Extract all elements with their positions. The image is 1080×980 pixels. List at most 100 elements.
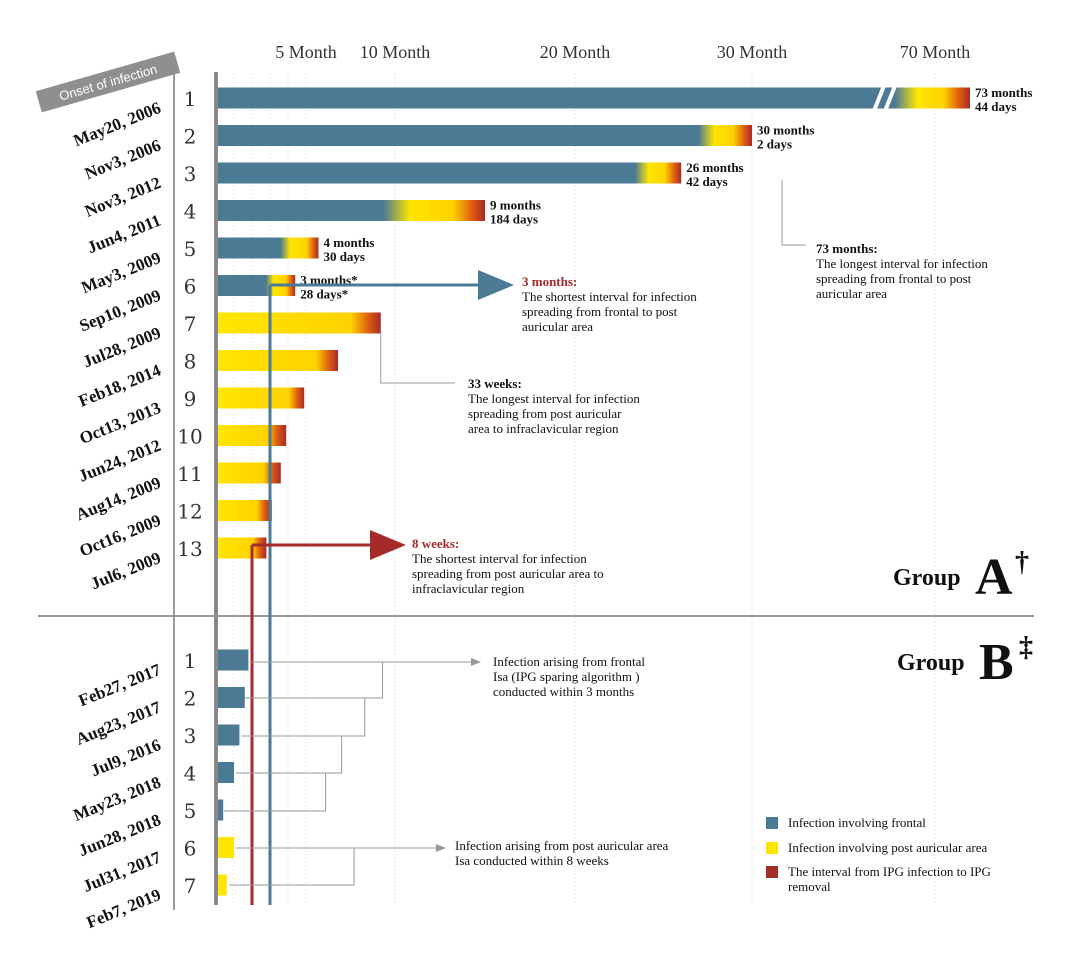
annotation-longest-auricular: 33 weeks:The longest interval for infect… — [468, 376, 640, 436]
duration-bar — [218, 874, 227, 896]
legend-item-frontal: Infection involving frontal — [766, 815, 926, 830]
annotation-title: 33 weeks: — [468, 376, 522, 391]
annotation-line: The longest interval for infection — [816, 256, 988, 271]
duration-bar — [218, 237, 319, 259]
annotation-line: auricular area — [522, 319, 593, 334]
row-number: 3 — [184, 162, 197, 186]
duration-bar — [218, 350, 339, 371]
annotation-line: auricular area — [816, 286, 887, 301]
legend-item-removal: The interval from IPG infection to IPGre… — [766, 864, 991, 894]
annotation-groupb-auricular: Infection arising from post auricular ar… — [455, 838, 669, 868]
duration-bar — [218, 162, 682, 184]
duration-bar — [218, 387, 305, 409]
group-letter: B — [979, 634, 1014, 691]
groupb-bracket-line — [224, 773, 327, 812]
axis-break-mark — [872, 84, 886, 112]
annotation-line: The shortest interval for infection — [412, 551, 587, 566]
annotation-line: spreading from frontal to post — [522, 304, 678, 319]
duration-months-label: 73 months — [975, 85, 1032, 100]
duration-bar — [218, 312, 381, 334]
group-label-b: Group B ‡ — [897, 632, 1033, 691]
duration-months-label: 9 months — [490, 198, 541, 213]
groupb-bracket-line — [236, 736, 343, 774]
annotation-line: Infection arising from frontal — [493, 654, 645, 669]
annotation-line: The shortest interval for infection — [522, 289, 697, 304]
duration-days-label: 184 days — [490, 212, 538, 227]
duration-bar — [218, 649, 249, 671]
duration-bar — [218, 200, 485, 221]
longest-frontal-connector — [781, 180, 806, 246]
group-word: Group — [893, 565, 961, 591]
annotation-shortest-frontal: 3 months:The shortest interval for infec… — [522, 274, 697, 334]
duration-months-label: 30 months — [757, 123, 814, 138]
row-number: 3 — [184, 724, 197, 748]
row-number: 8 — [184, 350, 197, 374]
legend-item-auricular: Infection involving post auricular area — [766, 840, 987, 855]
row-number: 6 — [184, 275, 197, 299]
groupb-bracket-line — [241, 698, 366, 737]
row-number: 5 — [184, 799, 197, 823]
row-number: 10 — [177, 425, 202, 449]
row-number: 4 — [184, 200, 197, 224]
annotation-line: Isa conducted within 8 weeks — [455, 853, 609, 868]
duration-bar — [218, 837, 234, 858]
annotation-longest-frontal: 73 months:The longest interval for infec… — [816, 241, 988, 301]
annotation-line: Infection arising from post auricular ar… — [455, 838, 669, 853]
row-number: 5 — [184, 237, 197, 261]
groupb-bracket-line — [229, 847, 355, 886]
legend-label: Infection involving frontal — [788, 815, 926, 830]
row-number: 1 — [184, 87, 197, 111]
x-tick-label: 5 Month — [275, 42, 337, 62]
row-number: 1 — [184, 649, 197, 673]
duration-bar — [218, 500, 272, 521]
duration-months-label: 4 months — [323, 235, 374, 250]
duration-bar — [218, 537, 267, 559]
row-number: 7 — [184, 874, 197, 898]
legend-label: The interval from IPG infection to IPG — [788, 864, 991, 879]
onset-label-box — [35, 51, 181, 113]
duration-days-label: 30 days — [323, 249, 365, 264]
groupb-bracket-line — [245, 662, 384, 699]
duration-bar — [218, 799, 224, 821]
annotation-title: 8 weeks: — [412, 536, 459, 551]
group-word: Group — [897, 650, 965, 676]
group-footnote-mark: † — [1015, 547, 1029, 578]
legend-swatch — [766, 866, 778, 878]
group-label-a: Group A † — [893, 547, 1029, 606]
duration-bar — [218, 125, 752, 146]
duration-bar — [218, 762, 234, 783]
duration-days-label: 42 days — [686, 174, 728, 189]
row-number: 4 — [184, 762, 197, 786]
annotation-line: infraclavicular region — [412, 581, 525, 596]
annotation-title: 3 months: — [522, 274, 577, 289]
duration-bar — [218, 724, 240, 746]
legend-swatch — [766, 817, 778, 829]
row-number: 12 — [177, 500, 202, 524]
row-number: 2 — [184, 687, 197, 711]
x-tick-label: 20 Month — [540, 42, 611, 62]
row-number: 6 — [184, 837, 197, 861]
annotation-line: conducted within 3 months — [493, 684, 634, 699]
x-tick-label: 10 Month — [360, 42, 431, 62]
legend-swatch — [766, 842, 778, 854]
annotation-line: area to infraclavicular region — [468, 421, 619, 436]
duration-bar — [218, 687, 245, 708]
row-number: 11 — [177, 462, 202, 486]
duration-bar — [218, 87, 970, 109]
duration-bar — [218, 275, 296, 296]
annotation-shortest-auricular: 8 weeks:The shortest interval for infect… — [412, 536, 604, 596]
annotation-line: Isa (IPG sparing algorithm ) — [493, 669, 640, 684]
row-number: 13 — [177, 537, 202, 561]
duration-bar — [218, 425, 287, 446]
annotation-title: 73 months: — [816, 241, 878, 256]
row-number: 7 — [184, 312, 197, 336]
annotation-line: spreading from post auricular area to — [412, 566, 604, 581]
duration-months-label: 26 months — [686, 160, 743, 175]
annotation-line: spreading from post auricular — [468, 406, 622, 421]
onset-label: Onset of infection — [35, 51, 181, 113]
x-tick-label: 30 Month — [717, 42, 788, 62]
legend-label: Infection involving post auricular area — [788, 840, 987, 855]
